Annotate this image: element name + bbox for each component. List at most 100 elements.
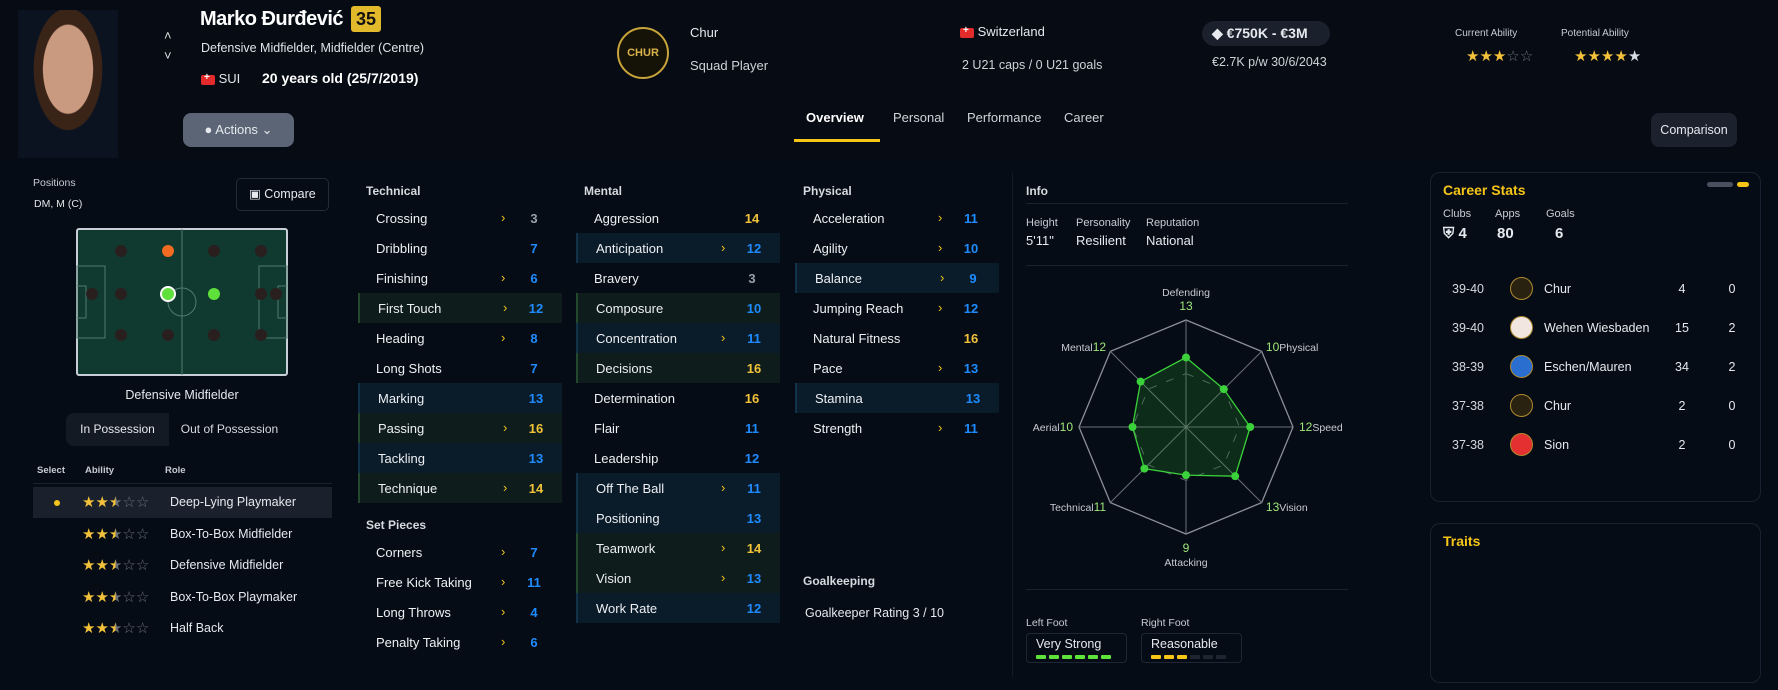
attribute-row-stamina[interactable]: Stamina 13 <box>795 383 999 413</box>
career-club[interactable]: Chur <box>1544 282 1572 296</box>
attribute-row-finishing[interactable]: Finishing › 6 <box>358 263 562 293</box>
info-title: Info <box>1026 184 1048 198</box>
career-row[interactable]: 39-40 Wehen Wiesbaden 15 2 <box>1431 316 1761 340</box>
attribute-row-tackling[interactable]: Tackling 13 <box>358 443 562 473</box>
attribute-row-concentration[interactable]: Concentration › 11 <box>576 323 780 353</box>
club-name[interactable]: Chur <box>690 25 719 40</box>
comparison-button[interactable]: Comparison <box>1651 113 1737 147</box>
career-club[interactable]: Eschen/Mauren <box>1544 360 1632 374</box>
career-row[interactable]: 38-39 Eschen/Mauren 34 2 <box>1431 355 1761 379</box>
radar-axis-label: Mental <box>1061 342 1093 354</box>
attribute-row-pace[interactable]: Pace › 13 <box>795 353 999 383</box>
trend-arrow-icon: › <box>938 420 943 435</box>
position-dot[interactable] <box>115 288 127 300</box>
trend-arrow-icon: › <box>721 540 726 555</box>
role-row[interactable]: ★★★☆☆ Defensive Midfielder <box>33 550 332 581</box>
attribute-row-decisions[interactable]: Decisions 16 <box>576 353 780 383</box>
career-row[interactable]: 37-38 Sion 2 0 <box>1431 433 1761 457</box>
position-dot-natural[interactable] <box>160 286 176 302</box>
attribute-row-penalty-taking[interactable]: Penalty Taking › 6 <box>358 627 562 657</box>
transfer-value-pill[interactable]: ◆ €750K - €3M <box>1202 21 1330 46</box>
position-dot[interactable] <box>208 329 220 341</box>
attribute-row-determination[interactable]: Determination 16 <box>576 383 780 413</box>
career-club[interactable]: Wehen Wiesbaden <box>1544 321 1650 335</box>
attribute-row-teamwork[interactable]: Teamwork › 14 <box>576 533 780 563</box>
position-dot-natural[interactable] <box>162 245 174 257</box>
tab-personal[interactable]: Personal <box>893 110 945 125</box>
goalkeeping-title: Goalkeeping <box>803 574 876 588</box>
position-dot[interactable] <box>208 245 220 257</box>
tab-overview[interactable]: Overview <box>806 110 864 125</box>
tab-performance[interactable]: Performance <box>967 110 1042 125</box>
role-row[interactable]: ★★★☆☆ Box-To-Box Playmaker <box>33 582 332 613</box>
career-row[interactable]: 37-38 Chur 2 0 <box>1431 394 1761 418</box>
potential-ability-label: Potential Ability <box>1561 28 1629 39</box>
compare-button[interactable]: ▣ Compare <box>236 178 329 211</box>
attribute-row-aggression[interactable]: Aggression 14 <box>576 203 780 233</box>
career-club[interactable]: Sion <box>1544 438 1570 452</box>
trend-arrow-icon: › <box>721 240 726 255</box>
swiss-flag-icon <box>201 72 215 85</box>
attribute-row-first-touch[interactable]: First Touch › 12 <box>358 293 562 323</box>
position-dot-natural[interactable] <box>208 288 220 300</box>
star-icon: ★ <box>82 525 96 543</box>
role-row[interactable]: ★★★☆☆ Box-To-Box Midfielder <box>33 519 332 550</box>
attribute-row-off-the-ball[interactable]: Off The Ball › 11 <box>576 473 780 503</box>
tab-career[interactable]: Career <box>1064 110 1104 125</box>
attribute-row-vision[interactable]: Vision › 13 <box>576 563 780 593</box>
star-icon: ★ <box>1627 48 1642 65</box>
attribute-row-heading[interactable]: Heading › 8 <box>358 323 562 353</box>
position-dot[interactable] <box>86 288 98 300</box>
carousel-dot[interactable] <box>1707 182 1733 187</box>
position-dot[interactable] <box>255 288 267 300</box>
position-dot[interactable] <box>270 288 282 300</box>
career-apps: 2 <box>1678 399 1686 413</box>
attribute-row-jumping-reach[interactable]: Jumping Reach › 12 <box>795 293 999 323</box>
position-dot[interactable] <box>255 245 267 257</box>
previous-player-arrow[interactable]: ˄ <box>164 28 172 43</box>
attribute-row-strength[interactable]: Strength › 11 <box>795 413 999 443</box>
attribute-row-balance[interactable]: Balance › 9 <box>795 263 999 293</box>
attribute-row-crossing[interactable]: Crossing › 3 <box>358 203 562 233</box>
attribute-value: 11 <box>527 575 541 590</box>
career-club[interactable]: Chur <box>1544 399 1572 413</box>
position-dot[interactable] <box>162 329 174 341</box>
actions-button[interactable]: ● Actions ⌄ <box>183 113 294 147</box>
attribute-row-composure[interactable]: Composure 10 <box>576 293 780 323</box>
attribute-row-passing[interactable]: Passing › 16 <box>358 413 562 443</box>
attribute-row-marking[interactable]: Marking 13 <box>358 383 562 413</box>
attribute-row-anticipation[interactable]: Anticipation › 12 <box>576 233 780 263</box>
position-dot[interactable] <box>115 245 127 257</box>
attribute-row-agility[interactable]: Agility › 10 <box>795 233 999 263</box>
attribute-row-technique[interactable]: Technique › 14 <box>358 473 562 503</box>
attribute-row-corners[interactable]: Corners › 7 <box>358 537 562 567</box>
carousel-dot-active[interactable] <box>1737 182 1749 187</box>
attribute-row-work-rate[interactable]: Work Rate 12 <box>576 593 780 623</box>
attribute-name: Determination <box>594 391 675 406</box>
tab-out-of-possession[interactable]: Out of Possession <box>180 422 279 436</box>
role-row[interactable]: ★★★☆☆ Deep-Lying Playmaker <box>33 487 332 518</box>
attribute-row-free-kick-taking[interactable]: Free Kick Taking › 11 <box>358 567 562 597</box>
attribute-row-bravery[interactable]: Bravery 3 <box>576 263 780 293</box>
person-icon: ● <box>204 122 213 137</box>
attribute-row-natural-fitness[interactable]: Natural Fitness 16 <box>795 323 999 353</box>
trend-arrow-icon: › <box>503 480 508 495</box>
next-player-arrow[interactable]: ˅ <box>164 48 172 63</box>
attribute-row-acceleration[interactable]: Acceleration › 11 <box>795 203 999 233</box>
attribute-row-leadership[interactable]: Leadership 12 <box>576 443 780 473</box>
tab-in-possession[interactable]: In Possession <box>66 413 169 446</box>
position-dot[interactable] <box>115 329 127 341</box>
star-icon: ★ <box>108 494 123 511</box>
attribute-row-long-shots[interactable]: Long Shots 7 <box>358 353 562 383</box>
attribute-row-long-throws[interactable]: Long Throws › 4 <box>358 597 562 627</box>
position-dot[interactable] <box>255 329 267 341</box>
career-row[interactable]: 39-40 Chur 4 0 <box>1431 277 1761 301</box>
role-row[interactable]: ★★★☆☆ Half Back <box>33 613 332 644</box>
foot-bar-segment <box>1177 655 1187 659</box>
club-logo[interactable]: CHUR <box>617 27 669 79</box>
attribute-row-positioning[interactable]: Positioning 13 <box>576 503 780 533</box>
attribute-row-flair[interactable]: Flair 11 <box>576 413 780 443</box>
attribute-row-dribbling[interactable]: Dribbling 7 <box>358 233 562 263</box>
trend-arrow-icon: › <box>501 544 506 559</box>
attribute-value: 8 <box>530 331 538 346</box>
